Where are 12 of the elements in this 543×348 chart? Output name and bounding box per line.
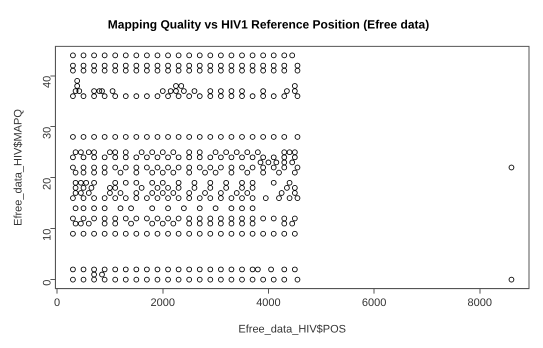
x-tick-label: 8000 bbox=[468, 297, 492, 310]
y-axis-title: Efree_data_HIV$MAPQ bbox=[12, 108, 25, 226]
y-tick-label: 20 bbox=[41, 178, 54, 190]
x-tick-label: 6000 bbox=[362, 297, 386, 310]
x-tick-label: 2000 bbox=[150, 297, 175, 310]
x-axis-title: Efree_data_HIV$POS bbox=[238, 323, 346, 336]
chart-title: Mapping Quality vs HIV1 Reference Position (Efree data) bbox=[108, 18, 430, 32]
y-tick-label: 0 bbox=[41, 280, 54, 286]
x-tick-label: 4000 bbox=[256, 297, 281, 310]
y-tick-label: 40 bbox=[41, 76, 54, 88]
y-tick-label: 10 bbox=[41, 228, 54, 241]
y-tick-label: 30 bbox=[41, 126, 54, 139]
